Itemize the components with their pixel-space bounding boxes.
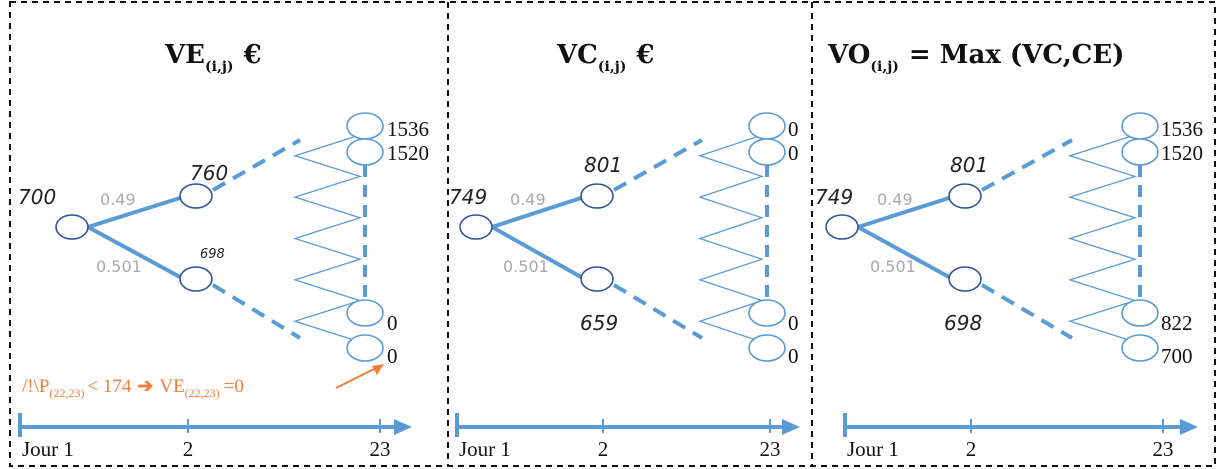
panel-title: VC(i,j) €: [556, 40, 654, 75]
leaf-node-bottom-1: [748, 299, 786, 327]
branch-down-dashed: [211, 283, 302, 340]
branch-up: [87, 196, 181, 229]
root-value: 749: [449, 185, 487, 209]
leaf-node-top-1: [1121, 112, 1159, 140]
leaf-node-bottom-2: [748, 334, 786, 362]
axis-label-23: 23: [370, 437, 391, 461]
axis-label-2: 2: [598, 437, 609, 461]
branch-down: [857, 225, 950, 279]
panel-title: VE(i,j) €: [164, 40, 262, 75]
branch-up-dashed: [212, 138, 301, 192]
upper-value: 801: [584, 153, 622, 177]
lattice-zigzag: [697, 134, 765, 343]
leaf-node-top-1: [346, 112, 384, 140]
probability-down: 0.501: [503, 257, 549, 276]
branch-down: [87, 225, 181, 279]
note-arrow: [335, 364, 384, 389]
leaf-value-bottom-1: 822: [1161, 311, 1193, 335]
axis-label-day1: Jour 1: [22, 437, 74, 461]
time-axis-arrow: [394, 419, 412, 435]
axis-label-2: 2: [183, 437, 194, 461]
node-lower: [179, 266, 213, 292]
axis-label-day1: Jour 1: [847, 437, 899, 461]
probability-down: 0.501: [96, 257, 142, 276]
probability-down: 0.501: [870, 257, 916, 276]
branch-down-dashed: [612, 283, 704, 340]
leaf-node-bottom-2: [346, 334, 384, 362]
threshold-note: /!\P(22,23) < 174 ➔ VE(22,23) =0: [22, 376, 244, 400]
branch-up: [491, 196, 582, 229]
leaf-value-bottom-2: 700: [1161, 344, 1193, 368]
node-root: [55, 214, 89, 240]
node-lower: [580, 266, 614, 292]
node-root: [825, 214, 859, 240]
time-axis-arrow: [782, 419, 800, 435]
branch-up-dashed: [981, 138, 1073, 192]
leaf-value-top-1: 1536: [1161, 117, 1203, 141]
upper-value: 760: [190, 161, 228, 185]
leaf-node-bottom-1: [1121, 299, 1159, 327]
axis-label-23: 23: [1153, 437, 1174, 461]
node-upper: [948, 183, 982, 209]
upper-value: 801: [950, 153, 988, 177]
leaf-value-bottom-2: 0: [788, 344, 799, 368]
node-upper: [580, 183, 614, 209]
leaf-node-top-2: [1121, 138, 1159, 166]
branch-up: [857, 196, 950, 229]
axis-label-23: 23: [760, 437, 781, 461]
node-lower: [948, 266, 982, 292]
probability-up: 0.49: [510, 190, 546, 209]
leaf-value-bottom-1: 0: [788, 311, 799, 335]
branch-down: [491, 225, 582, 279]
root-value: 749: [815, 185, 853, 209]
panel-title: VO(i,j) = Max (VC,CE): [827, 40, 1124, 75]
leaf-node-top-2: [748, 138, 786, 166]
leaf-value-bottom-1: 0: [387, 311, 398, 335]
leaf-value-top-2: 1520: [1161, 141, 1203, 165]
leaf-value-top-2: 1520: [387, 141, 429, 165]
axis-label-day1: Jour 1: [459, 437, 511, 461]
leaf-node-bottom-2: [1121, 334, 1159, 362]
leaf-value-bottom-2: 0: [387, 344, 398, 368]
leaf-value-top-2: 0: [788, 141, 799, 165]
branch-down-dashed: [980, 283, 1074, 340]
probability-up: 0.49: [877, 190, 913, 209]
panel-3: VO(i,j) = Max (VC,CE) 749 801 698 0.49 0.501 15…: [815, 40, 1203, 461]
leaf-node-top-2: [346, 138, 384, 166]
lattice-zigzag: [1067, 134, 1138, 343]
branch-up-dashed: [613, 138, 703, 192]
node-root: [459, 214, 493, 240]
lower-value: 698: [200, 247, 225, 262]
leaf-node-bottom-1: [346, 299, 384, 327]
node-upper: [179, 183, 213, 209]
leaf-value-top-1: 0: [788, 117, 799, 141]
leaf-value-top-1: 1536: [387, 117, 429, 141]
probability-up: 0.49: [100, 190, 136, 209]
axis-label-2: 2: [966, 437, 977, 461]
lattice-zigzag: [292, 134, 363, 343]
root-value: 700: [18, 185, 56, 209]
lower-value: 698: [944, 311, 982, 335]
outer-frame: [9, 1, 1216, 467]
lower-value: 659: [580, 311, 618, 335]
leaf-node-top-1: [748, 112, 786, 140]
time-axis-arrow: [1180, 419, 1198, 435]
